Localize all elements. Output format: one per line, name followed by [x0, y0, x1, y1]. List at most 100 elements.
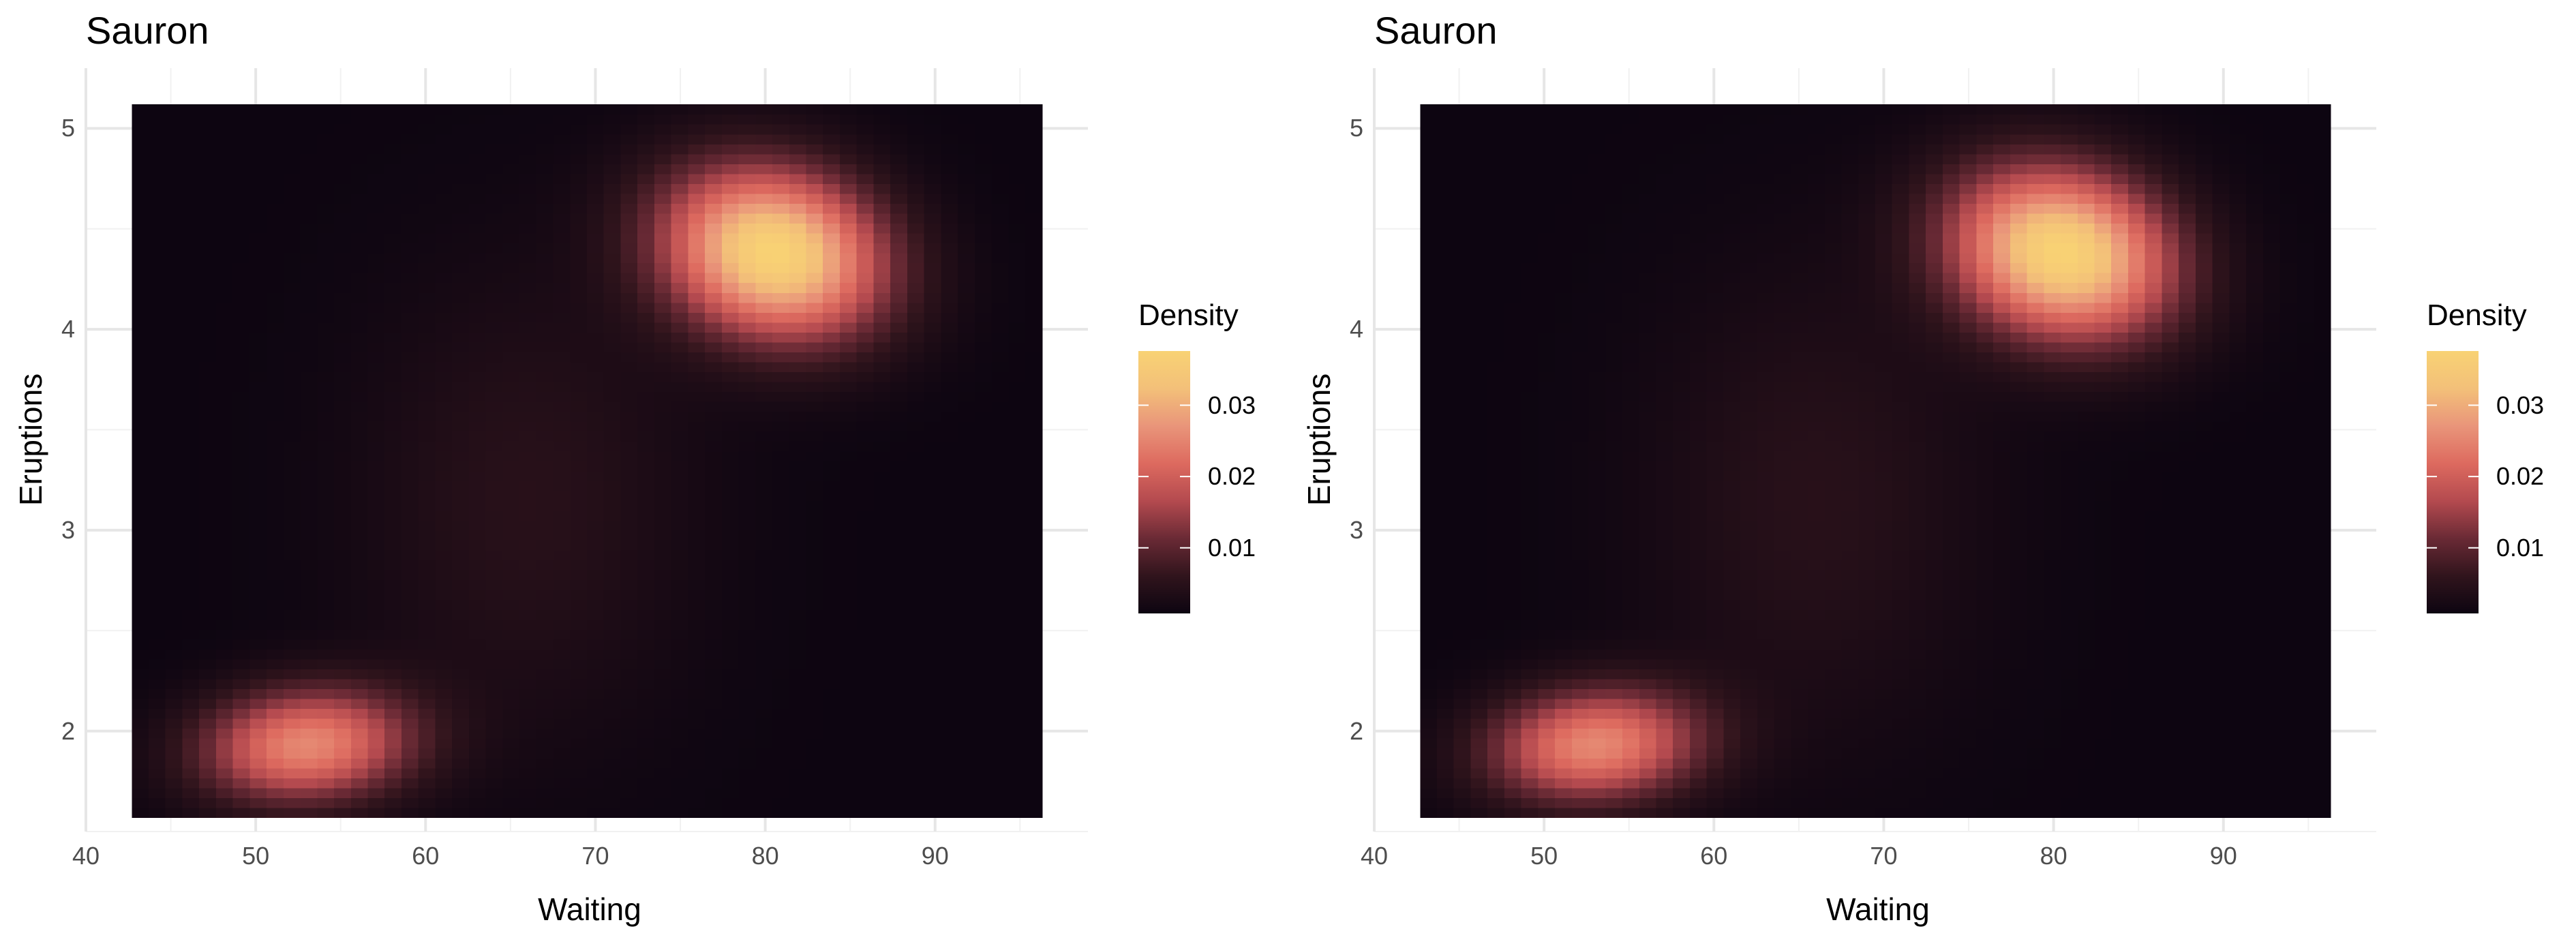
density-cell: [468, 748, 487, 759]
density-cell: [839, 758, 858, 769]
density-cell: [1639, 243, 1657, 254]
density-cell: [334, 520, 352, 531]
density-cell: [587, 698, 605, 710]
density-cell: [249, 560, 267, 570]
density-cell: [907, 649, 925, 660]
density-cell: [502, 451, 520, 461]
density-cell: [334, 609, 352, 620]
density-raster: [132, 104, 1043, 818]
density-cell: [300, 421, 318, 432]
density-cell: [823, 619, 840, 630]
density-cell: [620, 629, 638, 640]
density-cell: [671, 728, 688, 739]
density-cell: [688, 144, 706, 155]
density-cell: [468, 619, 487, 630]
density-cell: [1588, 669, 1606, 680]
density-cell: [1571, 153, 1590, 164]
density-cell: [249, 787, 267, 798]
density-cell: [1588, 609, 1606, 620]
density-cell: [570, 322, 588, 333]
density-cell: [553, 669, 571, 680]
density-cell: [1588, 134, 1606, 144]
density-cell: [1622, 114, 1640, 125]
density-cell: [671, 441, 688, 452]
density-cell: [418, 341, 436, 352]
density-cell: [789, 292, 807, 303]
density-cell: [1538, 243, 1556, 254]
density-cell: [772, 273, 790, 284]
density-cell: [1487, 728, 1505, 739]
density-cell: [283, 104, 301, 115]
density-cell: [705, 302, 723, 313]
density-cell: [199, 193, 217, 204]
density-cell: [856, 144, 875, 155]
density-cell: [570, 332, 588, 343]
density-cell: [367, 649, 385, 660]
density-cell: [620, 748, 638, 759]
density-cell: [215, 708, 234, 719]
density-cell: [839, 312, 858, 323]
density-cell: [132, 243, 149, 254]
density-cell: [182, 550, 200, 561]
density-cell: [1605, 411, 1623, 422]
density-cell: [199, 520, 217, 531]
density-cell: [1521, 550, 1539, 561]
density-cell: [688, 282, 706, 293]
density-cell: [772, 718, 790, 729]
density-cell: [823, 213, 840, 224]
density-cell: [149, 807, 166, 818]
density-cell: [570, 481, 588, 491]
density-cell: [789, 441, 807, 452]
density-cell: [502, 282, 520, 293]
density-cell: [401, 688, 419, 699]
density-cell: [300, 232, 318, 244]
density-cell: [654, 312, 672, 323]
density-cell: [1639, 807, 1657, 818]
density-cell: [132, 738, 149, 749]
density-cell: [1588, 173, 1606, 184]
density-cell: [806, 688, 823, 699]
density-cell: [1420, 490, 1438, 501]
density-cell: [1437, 332, 1455, 343]
density-cell: [232, 451, 250, 461]
density-cell: [941, 738, 958, 749]
density-cell: [536, 411, 554, 422]
density-cell: [149, 609, 166, 620]
density-cell: [149, 579, 166, 590]
density-cell: [334, 203, 352, 214]
density-cell: [603, 767, 622, 778]
density-cell: [367, 530, 385, 541]
density-cell: [873, 520, 891, 531]
density-cell: [485, 619, 503, 630]
density-cell: [149, 451, 166, 461]
density-cell: [182, 253, 200, 264]
density-cell: [1656, 728, 1673, 739]
density-cell: [165, 748, 183, 759]
density-cell: [856, 639, 875, 650]
density-cell: [1437, 669, 1455, 680]
density-cell: [249, 332, 267, 343]
density-cell: [199, 253, 217, 264]
density-cell: [199, 144, 217, 155]
density-cell: [721, 590, 740, 600]
density-cell: [267, 658, 284, 669]
density-cell: [705, 649, 723, 660]
density-cell: [654, 431, 672, 442]
density-cell: [283, 292, 301, 303]
density-cell: [384, 540, 402, 551]
density-cell: [1470, 104, 1488, 115]
density-cell: [132, 332, 149, 343]
density-cell: [856, 421, 875, 432]
density-cell: [1437, 352, 1455, 363]
density-cell: [1008, 114, 1026, 125]
density-cell: [536, 391, 554, 402]
density-cell: [755, 669, 773, 680]
density-cell: [267, 262, 284, 273]
density-cell: [149, 748, 166, 759]
density-cell: [317, 500, 335, 511]
density-cell: [856, 273, 875, 284]
density-cell: [249, 530, 267, 541]
density-cell: [485, 361, 503, 373]
density-cell: [620, 649, 638, 660]
density-cell: [401, 550, 419, 561]
